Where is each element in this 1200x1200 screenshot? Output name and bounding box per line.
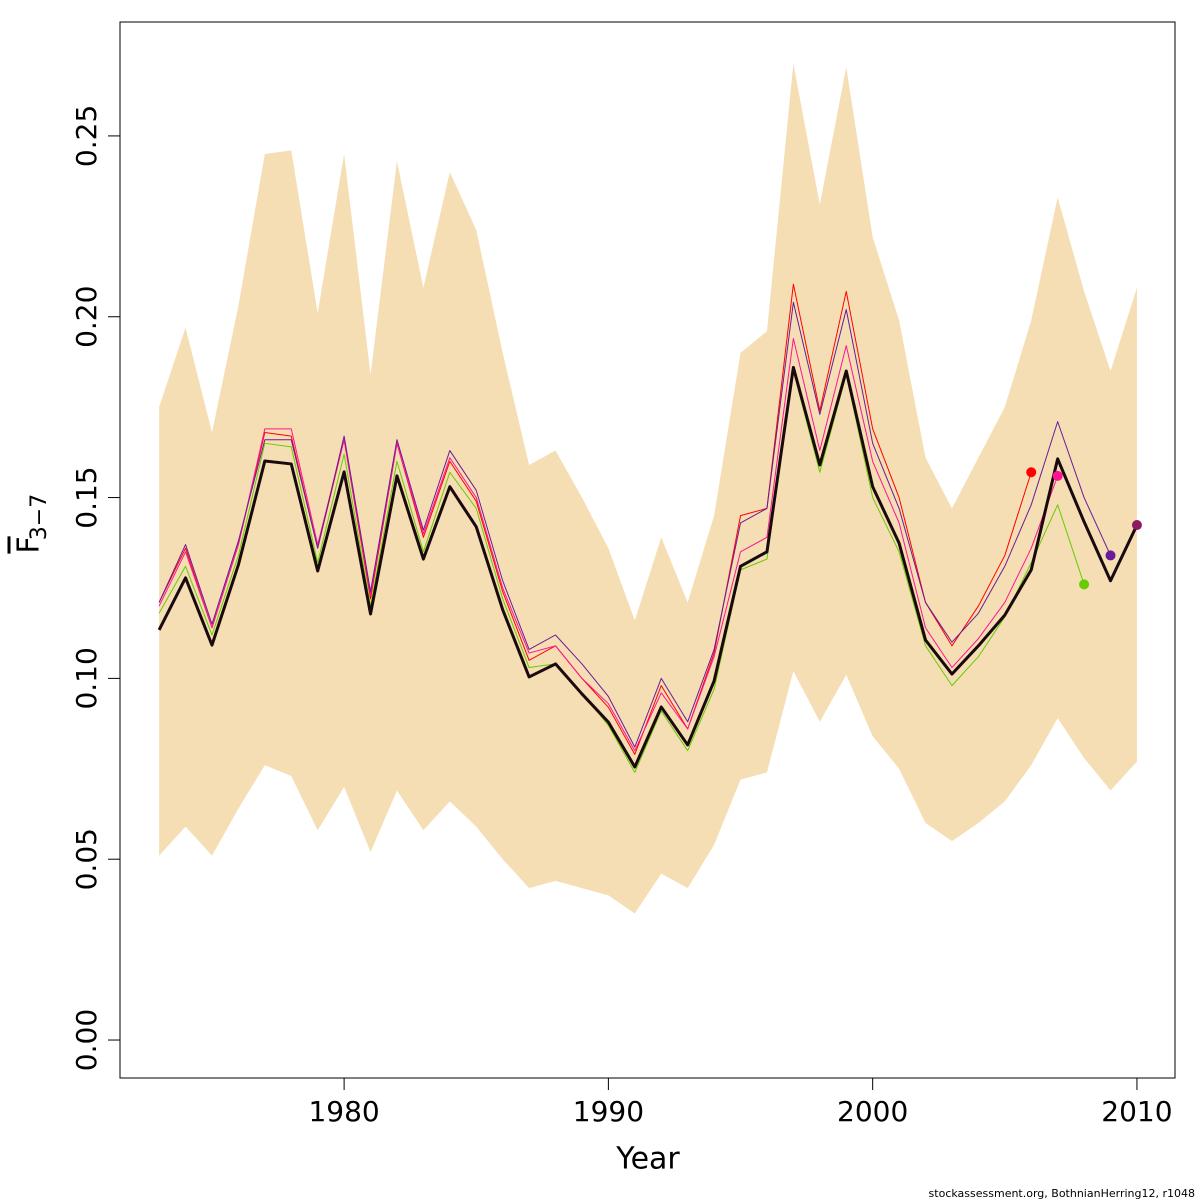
y-tick-label: 0.25 bbox=[70, 105, 103, 167]
series-line bbox=[158, 301, 1111, 748]
x-tick-label: 1990 bbox=[573, 1095, 644, 1128]
y-axis-label-main: F bbox=[12, 536, 47, 553]
series-line bbox=[158, 337, 1059, 752]
end-point bbox=[1052, 470, 1063, 481]
footer: stockassessment.org, BothnianHerring12, … bbox=[929, 1187, 1195, 1200]
x-tick-label: 2000 bbox=[837, 1095, 908, 1128]
end-point bbox=[1026, 467, 1037, 478]
y-tick-label: 0.00 bbox=[70, 1009, 103, 1071]
x-tick-label: 2010 bbox=[1101, 1095, 1172, 1128]
x-axis-label: Year bbox=[615, 1142, 680, 1177]
y-axis-label-subscript: 3−7 bbox=[27, 494, 52, 540]
y-tick-label: 0.10 bbox=[70, 647, 103, 709]
y-tick-label: 0.05 bbox=[70, 828, 103, 890]
series-line bbox=[158, 370, 1085, 773]
end-point bbox=[1131, 520, 1142, 531]
series-line bbox=[157, 365, 1139, 769]
y-axis-label: F 3−7 bbox=[12, 494, 53, 554]
y-tick-label: 0.15 bbox=[70, 466, 103, 528]
plot-frame bbox=[119, 21, 1176, 1079]
end-point bbox=[1105, 550, 1116, 561]
x-tick-label: 1980 bbox=[308, 1095, 379, 1128]
confidence-band bbox=[159, 63, 1137, 914]
y-tick-label: 0.20 bbox=[70, 286, 103, 348]
end-point bbox=[1079, 579, 1090, 590]
